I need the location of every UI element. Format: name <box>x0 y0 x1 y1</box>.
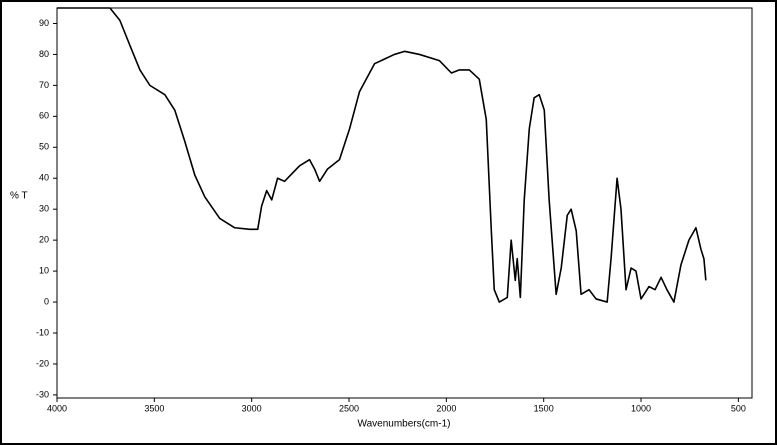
y-tick-label: 10 <box>39 265 49 275</box>
x-axis-label: Wavenumbers(cm-1) <box>358 419 451 430</box>
x-tick-label: 1500 <box>534 403 554 413</box>
x-tick-label: 1000 <box>631 403 651 413</box>
y-tick-label: 0 <box>44 296 49 306</box>
y-tick-label: -30 <box>36 389 49 399</box>
y-tick-label: 60 <box>39 111 49 121</box>
y-tick-label: 50 <box>39 142 49 152</box>
x-tick-label: 3500 <box>144 403 164 413</box>
y-tick-label: 30 <box>39 204 49 214</box>
spectrum-line <box>57 7 707 303</box>
y-tick-label: 70 <box>39 80 49 90</box>
y-tick-label: 20 <box>39 235 49 245</box>
y-tick-label: 90 <box>39 18 49 28</box>
y-tick-label: -10 <box>36 327 49 337</box>
x-tick-label: 3000 <box>242 403 262 413</box>
x-tick-label: 2000 <box>436 403 456 413</box>
y-tick-label: 40 <box>39 173 49 183</box>
x-tick-label: 500 <box>731 403 746 413</box>
plot-area <box>56 7 753 399</box>
y-axis-label: % T <box>10 191 28 202</box>
y-tick-label: 80 <box>39 49 49 59</box>
x-tick-label: 4000 <box>47 403 67 413</box>
y-tick-label: -20 <box>36 358 49 368</box>
x-tick-label: 2500 <box>339 403 359 413</box>
